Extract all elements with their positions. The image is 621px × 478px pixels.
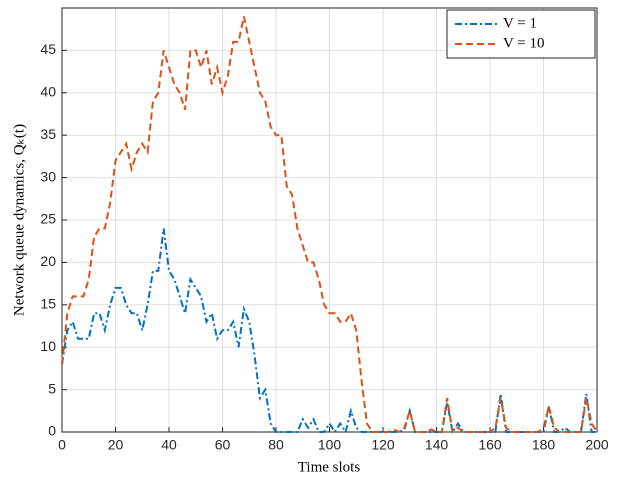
y-tick-label: 10 <box>40 338 56 354</box>
y-axis-label: Network queue dynamics, Qₖ(t) <box>11 124 27 316</box>
x-tick-label: 60 <box>215 437 231 453</box>
x-tick-label: 20 <box>108 437 124 453</box>
legend-label: V = 1 <box>503 15 537 31</box>
x-tick-label: 40 <box>161 437 177 453</box>
x-tick-label: 120 <box>371 437 395 453</box>
y-tick-label: 20 <box>40 253 56 269</box>
plot-frame <box>61 7 598 433</box>
y-tick-label: 45 <box>40 41 56 57</box>
x-tick-label: 160 <box>478 437 502 453</box>
y-tick-label: 30 <box>40 168 56 184</box>
legend: V = 1 V = 10 <box>446 9 596 59</box>
data-line <box>61 16 598 434</box>
x-tick-label: 200 <box>585 437 609 453</box>
y-tick-label: 5 <box>48 380 56 396</box>
legend-label: V = 10 <box>503 35 545 51</box>
x-axis-label: Time slots <box>298 459 361 475</box>
x-tick-label: 0 <box>58 437 66 453</box>
legend-box <box>446 9 596 59</box>
x-tick-label: 100 <box>318 437 342 453</box>
x-tick-label: 140 <box>425 437 449 453</box>
y-tick-label: 35 <box>40 126 56 142</box>
y-tick-label: 40 <box>40 84 56 100</box>
x-tick-label: 180 <box>532 437 556 453</box>
x-tick-label: 80 <box>268 437 284 453</box>
data-line <box>61 228 597 435</box>
y-tick-label: 0 <box>48 423 56 439</box>
y-tick-label: 15 <box>40 296 56 312</box>
y-tick-label: 25 <box>40 211 56 227</box>
